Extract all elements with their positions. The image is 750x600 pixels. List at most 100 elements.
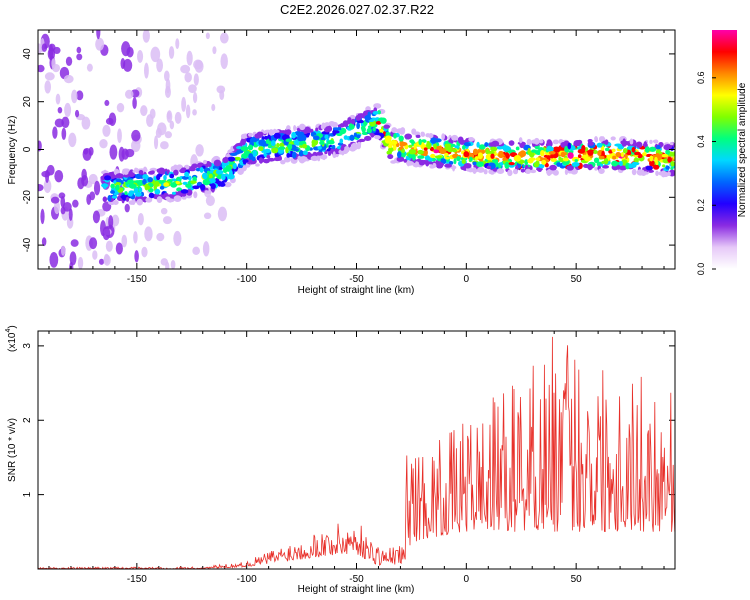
spectral-cell <box>340 146 345 151</box>
spectral-cell <box>285 138 292 142</box>
spectral-cell <box>662 171 669 178</box>
spectral-cell <box>525 168 531 175</box>
spectral-cell <box>312 135 320 141</box>
noise-cell <box>55 93 61 105</box>
spectral-cell <box>131 198 136 206</box>
spectral-cell <box>138 187 143 193</box>
noise-cell <box>102 124 111 137</box>
noise-cell <box>102 226 111 241</box>
spectral-cell <box>512 168 519 175</box>
noise-cell <box>76 46 82 54</box>
spectral-cell <box>490 153 495 159</box>
noise-cell <box>156 232 165 242</box>
noise-cell <box>92 250 98 260</box>
noise-cell <box>104 253 110 264</box>
spectral-cell <box>112 200 119 205</box>
noise-cell <box>109 144 118 160</box>
noise-cell <box>105 240 113 252</box>
spectral-cell <box>181 195 187 200</box>
spectral-cell <box>587 141 594 146</box>
spectral-cell <box>266 154 271 159</box>
spectral-cell <box>649 139 653 145</box>
spectral-cell <box>636 169 645 175</box>
spectral-cell <box>531 139 538 144</box>
spectral-cell <box>567 142 572 150</box>
spectral-cell <box>195 167 201 172</box>
spectral-cell <box>393 133 397 139</box>
spectral-cell <box>451 148 458 153</box>
colorbar-label: Normalized spectral amplitude <box>737 82 748 217</box>
spectral-cell <box>265 138 270 144</box>
spectral-cell <box>468 167 474 173</box>
spectral-cell <box>215 169 224 175</box>
spectral-cell <box>548 151 556 155</box>
spectral-cell <box>430 137 437 144</box>
spectral-cell <box>573 168 577 173</box>
spectral-cell <box>610 136 616 141</box>
spectrogram-ylabel: Frequency (Hz) <box>7 116 18 185</box>
noise-cell <box>195 144 204 157</box>
noise-cell <box>77 177 85 190</box>
noise-cell <box>140 105 148 117</box>
spectral-cell <box>631 168 637 176</box>
x-tick-label: -150 <box>127 574 147 585</box>
spectral-cell <box>302 150 308 156</box>
spectral-cell <box>670 161 675 167</box>
spectral-cell <box>169 173 175 179</box>
spectral-cell <box>348 123 355 130</box>
spectral-cell <box>526 138 532 145</box>
noise-cell <box>166 110 173 123</box>
spectral-cell <box>342 120 349 127</box>
spectral-cell <box>508 161 515 166</box>
spectral-cell <box>370 132 375 138</box>
spectral-cell <box>472 148 478 156</box>
spectral-cell <box>633 151 641 156</box>
spectral-cell <box>524 159 529 165</box>
spectral-cell <box>285 146 289 154</box>
spectral-cell <box>298 150 304 157</box>
spectral-cell <box>418 138 422 146</box>
spectral-cell <box>175 181 181 185</box>
spectral-cell <box>372 127 376 132</box>
spectral-cell <box>102 183 107 190</box>
spectral-cell <box>475 156 479 161</box>
spectral-cell <box>531 152 535 156</box>
y-tick-label: 40 <box>22 48 33 60</box>
spectral-cell <box>264 148 271 154</box>
noise-cell <box>95 37 105 51</box>
spectral-cell <box>193 191 198 199</box>
spectral-cell <box>462 145 466 150</box>
spectral-cell <box>456 156 461 162</box>
spectral-cell <box>439 148 447 155</box>
spectral-cell <box>645 165 653 171</box>
spectral-cell <box>248 153 254 160</box>
spectral-cell <box>120 194 127 199</box>
colorbar-tick-label: 0.4 <box>696 135 706 148</box>
spectral-cell <box>291 131 297 139</box>
spectral-cell <box>225 153 231 158</box>
spectral-cell <box>143 168 148 172</box>
spectral-cell <box>611 148 616 153</box>
spectral-cell <box>357 141 362 146</box>
noise-cell <box>165 261 170 269</box>
spectral-cell <box>373 103 382 109</box>
spectral-cell <box>529 169 537 174</box>
noise-cell <box>212 46 217 55</box>
noise-cell <box>49 251 59 268</box>
spectral-cell <box>476 161 484 168</box>
spectral-cell <box>504 161 510 169</box>
spectral-cell <box>391 127 398 134</box>
noise-cell <box>69 261 74 269</box>
spectral-cell <box>440 158 446 163</box>
noise-cell <box>153 135 159 150</box>
colorbar-tick-label: 0.0 <box>696 263 706 276</box>
spectral-cell <box>283 156 291 163</box>
noise-cell <box>38 64 45 73</box>
noise-cell <box>41 43 48 52</box>
spectral-cell <box>145 197 153 203</box>
noise-cell <box>53 46 61 54</box>
noise-cell <box>144 62 149 79</box>
spectral-cell <box>661 153 669 158</box>
x-tick-label: -150 <box>127 274 147 285</box>
spectral-cell <box>156 196 163 204</box>
